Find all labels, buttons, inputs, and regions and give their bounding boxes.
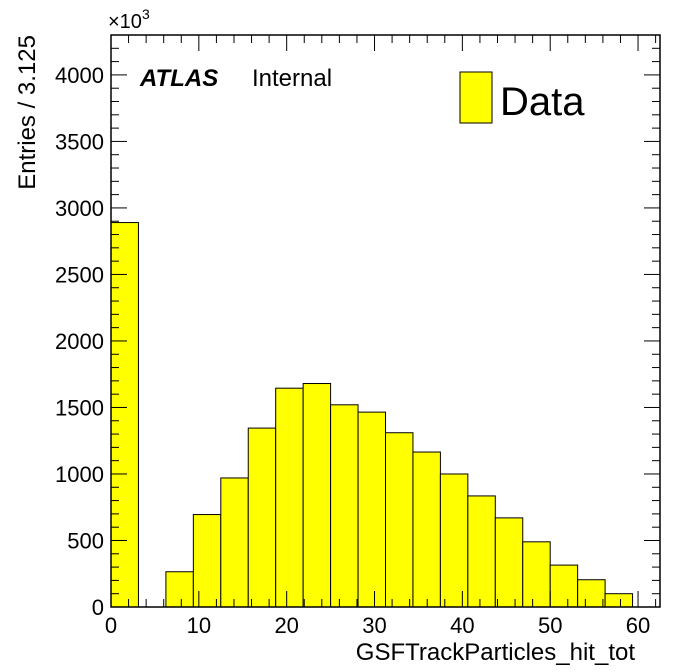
axis-tick-labels: 0 10 20 30 40 50 60 0 500 1000 1500 2000 2500 3000 350… — [55, 63, 650, 638]
x-tick-label: 60 — [626, 613, 650, 638]
bar-bin-18 — [604, 593, 634, 608]
bar-bin-13 — [467, 495, 496, 608]
y-multiplier-label: ×103 — [108, 6, 150, 33]
bar-bin-11 — [412, 451, 441, 608]
legend-entry-data: Data — [500, 80, 585, 124]
bar-bin-12 — [439, 473, 469, 608]
x-axis-title: GSFTrackParticles_hit_tot — [356, 639, 636, 666]
x-tick-label: 20 — [274, 613, 298, 638]
bar-bin-0 — [110, 222, 139, 608]
bar-bin-14 — [494, 517, 524, 608]
x-tick-label: 10 — [187, 613, 211, 638]
bar-bin-15 — [522, 541, 551, 608]
x-tick-label: 40 — [450, 613, 474, 638]
bar-bin-3 — [192, 514, 222, 608]
y-tick-label: 1000 — [55, 462, 104, 487]
x-tick-label: 50 — [538, 613, 562, 638]
bar-bin-5 — [247, 427, 277, 608]
bar-bin-6 — [275, 387, 304, 608]
bar-bin-2 — [165, 571, 194, 608]
plot-frame — [110, 34, 661, 608]
axis-ticks — [110, 34, 660, 608]
y-tick-label: 2500 — [55, 262, 104, 287]
x-tick-label: 30 — [362, 613, 386, 638]
bar-bin-16 — [549, 564, 579, 608]
y-tick-label: 3500 — [55, 129, 104, 154]
x-tick-label: 0 — [105, 613, 117, 638]
y-tick-label: 3000 — [55, 196, 104, 221]
atlas-label: ATLAS — [139, 65, 218, 92]
histogram-bars — [110, 222, 634, 608]
bar-bin-9 — [357, 411, 386, 608]
y-tick-label: 1500 — [55, 395, 104, 420]
bar-bin-17 — [577, 579, 606, 608]
y-tick-label: 4000 — [55, 63, 104, 88]
legend-swatch-data — [459, 71, 493, 124]
bar-bin-4 — [220, 477, 249, 608]
bar-bin-7 — [302, 383, 332, 608]
bar-bin-8 — [330, 404, 359, 608]
y-tick-label: 2000 — [55, 329, 104, 354]
bar-bin-10 — [385, 432, 414, 608]
y-tick-label: 0 — [92, 595, 104, 620]
y-axis-title: Entries / 3.125 — [14, 35, 41, 190]
internal-label: Internal — [252, 65, 332, 92]
y-tick-label: 500 — [67, 528, 104, 553]
